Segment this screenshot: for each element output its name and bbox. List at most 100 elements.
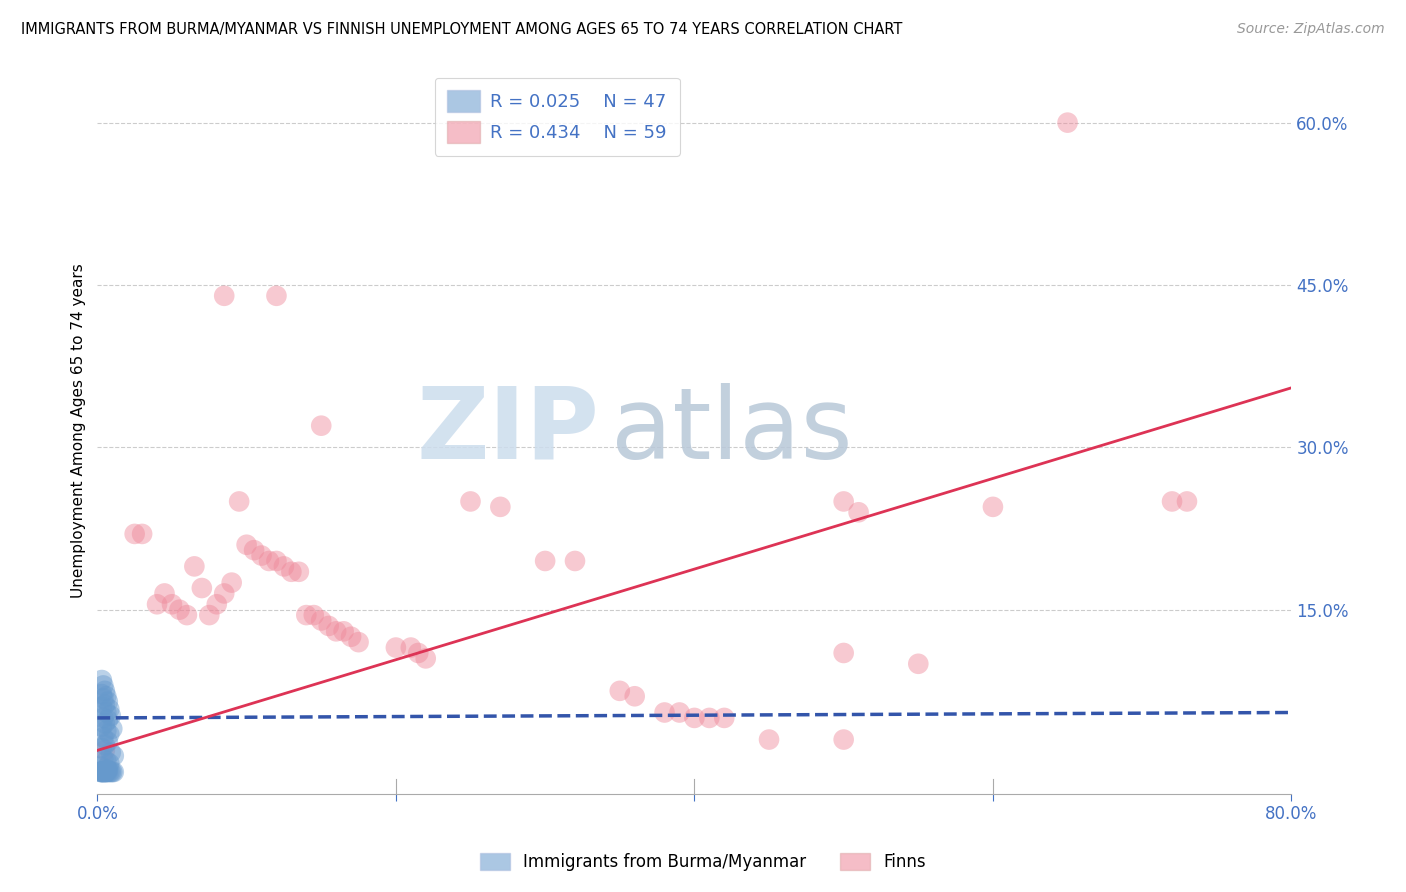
- Point: [191, 581, 214, 595]
- Point: [534, 554, 557, 568]
- Point: [98, 727, 121, 741]
- Point: [848, 505, 870, 519]
- Point: [90, 673, 112, 687]
- Point: [1175, 494, 1198, 508]
- Point: [309, 418, 332, 433]
- Point: [332, 624, 354, 639]
- Point: [228, 494, 250, 508]
- Point: [340, 630, 363, 644]
- Point: [90, 765, 112, 780]
- Point: [325, 624, 347, 639]
- Point: [94, 743, 117, 757]
- Point: [91, 691, 114, 706]
- Point: [101, 722, 124, 736]
- Point: [101, 765, 124, 780]
- Point: [212, 586, 235, 600]
- Point: [98, 756, 121, 771]
- Point: [91, 765, 114, 780]
- Point: [295, 608, 318, 623]
- Point: [97, 735, 120, 749]
- Point: [98, 765, 121, 780]
- Point: [94, 698, 117, 712]
- Point: [91, 764, 114, 778]
- Point: [1161, 494, 1184, 508]
- Point: [907, 657, 929, 671]
- Point: [91, 678, 114, 692]
- Point: [91, 711, 114, 725]
- Point: [683, 711, 706, 725]
- Point: [97, 763, 120, 777]
- Point: [94, 765, 117, 780]
- Point: [176, 608, 198, 623]
- Point: [623, 690, 645, 704]
- Legend: R = 0.025    N = 47, R = 0.434    N = 59: R = 0.025 N = 47, R = 0.434 N = 59: [434, 78, 679, 156]
- Point: [94, 716, 117, 731]
- Point: [169, 602, 191, 616]
- Text: ZIP: ZIP: [416, 383, 599, 480]
- Point: [460, 494, 482, 508]
- Point: [309, 614, 332, 628]
- Point: [97, 695, 120, 709]
- Point: [318, 619, 340, 633]
- Point: [832, 494, 855, 508]
- Point: [90, 720, 112, 734]
- Point: [280, 565, 302, 579]
- Point: [94, 765, 117, 780]
- Point: [96, 765, 118, 780]
- Point: [347, 635, 370, 649]
- Point: [160, 597, 183, 611]
- Point: [221, 575, 243, 590]
- Point: [713, 711, 735, 725]
- Point: [100, 765, 122, 780]
- Point: [257, 554, 280, 568]
- Text: IMMIGRANTS FROM BURMA/MYANMAR VS FINNISH UNEMPLOYMENT AMONG AGES 65 TO 74 YEARS : IMMIGRANTS FROM BURMA/MYANMAR VS FINNISH…: [21, 22, 903, 37]
- Y-axis label: Unemployment Among Ages 65 to 74 years: Unemployment Among Ages 65 to 74 years: [72, 264, 86, 599]
- Point: [183, 559, 205, 574]
- Point: [91, 731, 114, 745]
- Point: [981, 500, 1004, 514]
- Point: [96, 723, 118, 738]
- Point: [89, 759, 111, 773]
- Point: [96, 690, 118, 704]
- Point: [94, 762, 117, 776]
- Point: [250, 549, 273, 563]
- Point: [90, 741, 112, 756]
- Text: Source: ZipAtlas.com: Source: ZipAtlas.com: [1237, 22, 1385, 37]
- Point: [146, 597, 169, 611]
- Point: [90, 700, 112, 714]
- Point: [266, 289, 288, 303]
- Point: [100, 746, 122, 760]
- Point: [94, 738, 117, 752]
- Point: [98, 702, 121, 716]
- Point: [100, 708, 122, 723]
- Point: [94, 684, 117, 698]
- Point: [699, 711, 721, 725]
- Point: [198, 608, 221, 623]
- Point: [273, 559, 295, 574]
- Point: [153, 586, 176, 600]
- Point: [131, 527, 153, 541]
- Point: [406, 646, 429, 660]
- Point: [103, 748, 125, 763]
- Point: [415, 651, 437, 665]
- Point: [97, 713, 120, 727]
- Point: [124, 527, 146, 541]
- Point: [90, 765, 112, 780]
- Point: [205, 597, 228, 611]
- Point: [758, 732, 780, 747]
- Point: [1056, 115, 1078, 129]
- Point: [96, 706, 118, 720]
- Point: [832, 732, 855, 747]
- Point: [302, 608, 325, 623]
- Point: [399, 640, 422, 655]
- Legend: Immigrants from Burma/Myanmar, Finns: Immigrants from Burma/Myanmar, Finns: [472, 845, 934, 880]
- Point: [89, 765, 111, 780]
- Point: [212, 289, 235, 303]
- Point: [97, 765, 120, 780]
- Point: [609, 684, 631, 698]
- Point: [243, 543, 266, 558]
- Point: [266, 554, 288, 568]
- Text: atlas: atlas: [610, 383, 852, 480]
- Point: [103, 765, 125, 780]
- Point: [235, 538, 257, 552]
